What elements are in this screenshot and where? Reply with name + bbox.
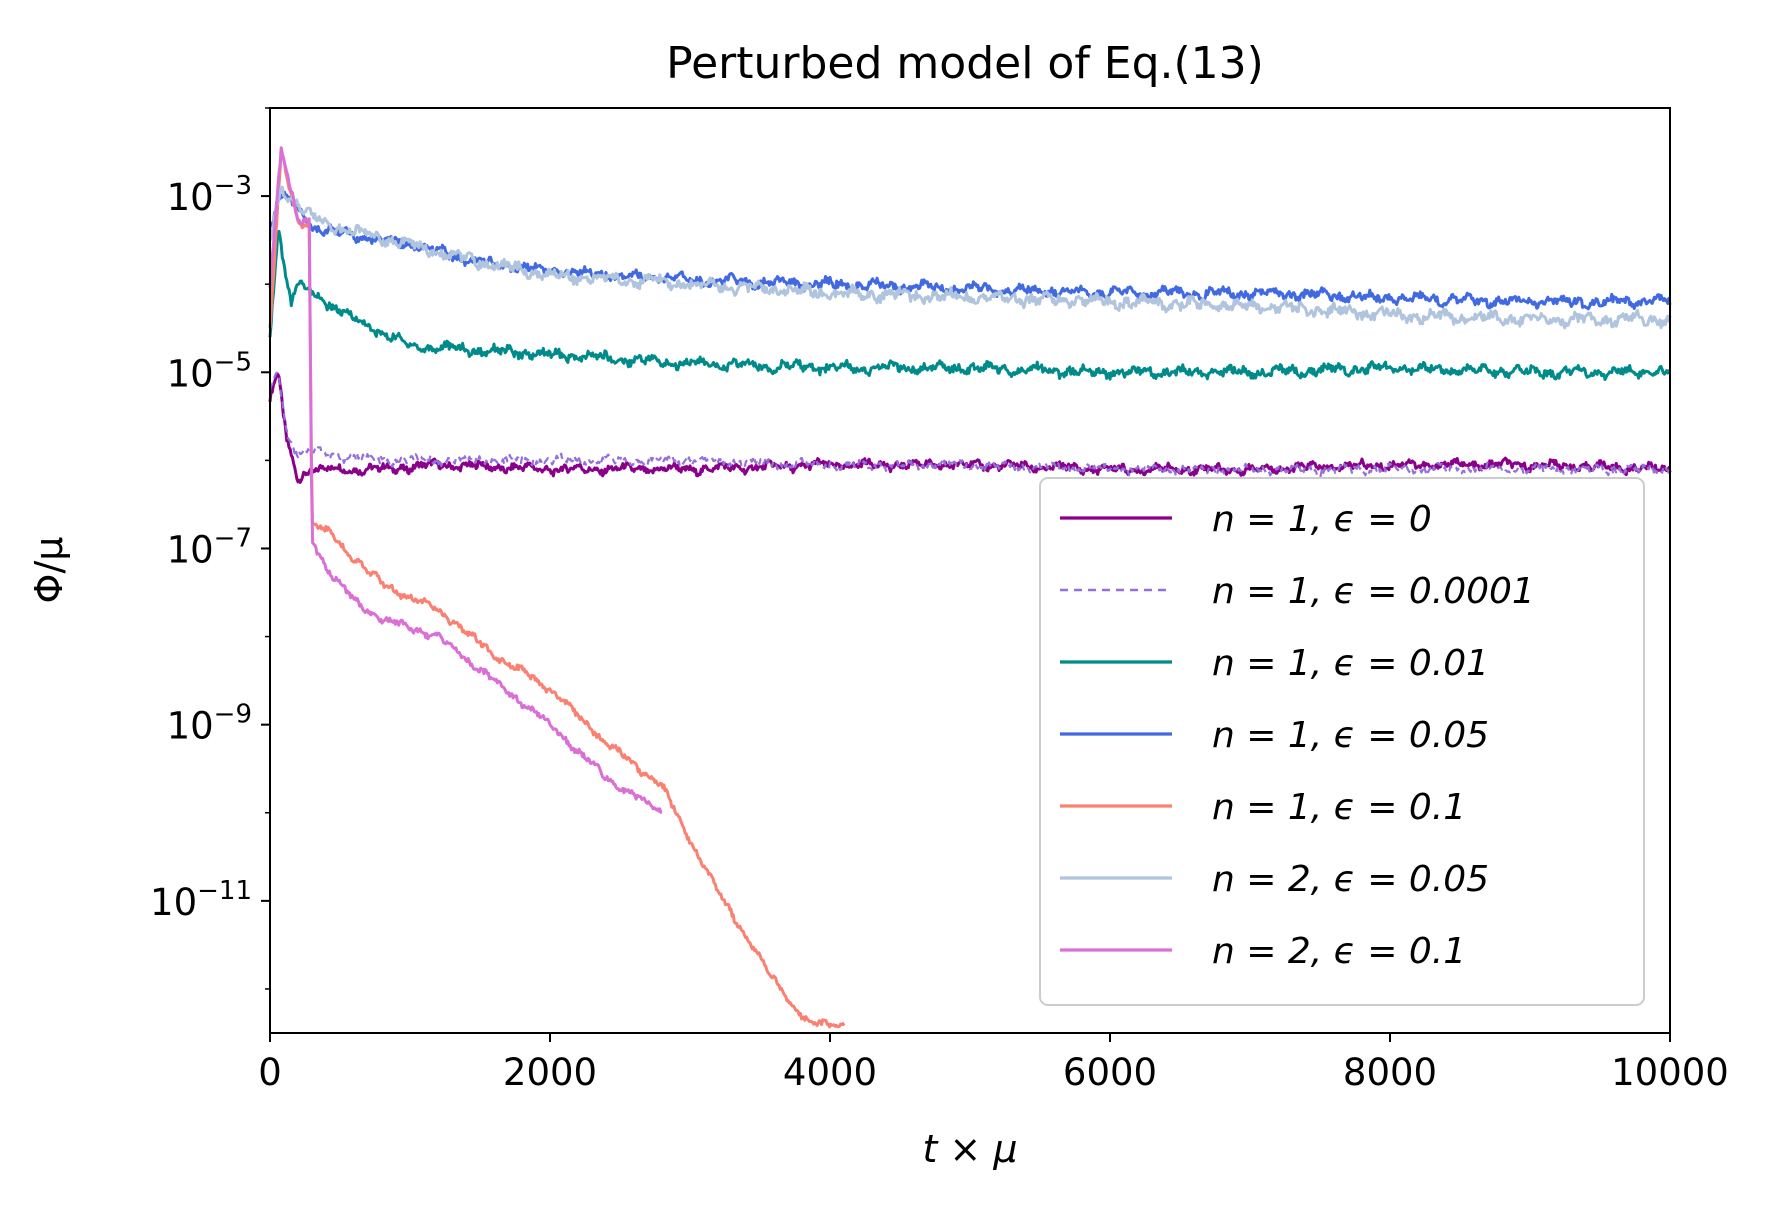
legend-label: n = 2, ϵ = 0.1 — [1212, 931, 1466, 972]
x-axis-ticks: 0 2000 4000 6000 8000 10000 — [258, 1033, 1729, 1094]
series-line-2 — [268, 371, 1672, 478]
legend-box — [1039, 477, 1645, 1006]
y-tick-label: 10−3 — [167, 171, 252, 219]
series-line-7 — [268, 146, 663, 815]
series-line-6 — [268, 185, 1672, 330]
legend-items: n = 1, ϵ = 0 n = 1, ϵ = 0.0001 n = 1, ϵ = … — [1060, 499, 1535, 972]
y-tick-label: 10−9 — [167, 700, 252, 748]
x-tick-label: 2000 — [503, 1051, 597, 1094]
y-tick-label: 10−5 — [167, 347, 252, 395]
legend-label: n = 2, ϵ = 0.05 — [1212, 859, 1489, 900]
x-tick-label: 6000 — [1063, 1051, 1157, 1094]
legend-label: n = 1, ϵ = 0 — [1212, 499, 1432, 540]
legend: n = 1, ϵ = 0 n = 1, ϵ = 0.0001 n = 1, ϵ = … — [1039, 477, 1645, 1006]
series-line-3 — [268, 230, 1672, 381]
y-tick-label: 10−7 — [167, 523, 252, 571]
x-axis-label: t × μ — [922, 1127, 1017, 1171]
legend-label: n = 1, ϵ = 0.1 — [1212, 787, 1466, 828]
chart-title: Perturbed model of Eq.(13) — [666, 38, 1264, 89]
x-tick-label: 0 — [258, 1051, 282, 1094]
x-tick-label: 10000 — [1611, 1051, 1729, 1094]
y-axis-label: Φ/μ — [27, 537, 71, 604]
series-layer — [268, 146, 1672, 1029]
legend-label: n = 1, ϵ = 0.01 — [1212, 643, 1489, 684]
y-tick-label: 10−11 — [150, 876, 252, 924]
series-line-5 — [268, 148, 846, 1029]
plot-border — [269, 107, 1671, 1034]
x-tick-label: 4000 — [783, 1051, 877, 1094]
legend-label: n = 1, ϵ = 0.05 — [1212, 715, 1489, 756]
x-tick-label: 8000 — [1343, 1051, 1437, 1094]
series-line-1 — [268, 372, 1672, 484]
y-axis-ticks: 10−3 10−5 10−7 10−9 10−11 — [150, 107, 270, 990]
legend-label: n = 1, ϵ = 0.0001 — [1212, 571, 1535, 612]
